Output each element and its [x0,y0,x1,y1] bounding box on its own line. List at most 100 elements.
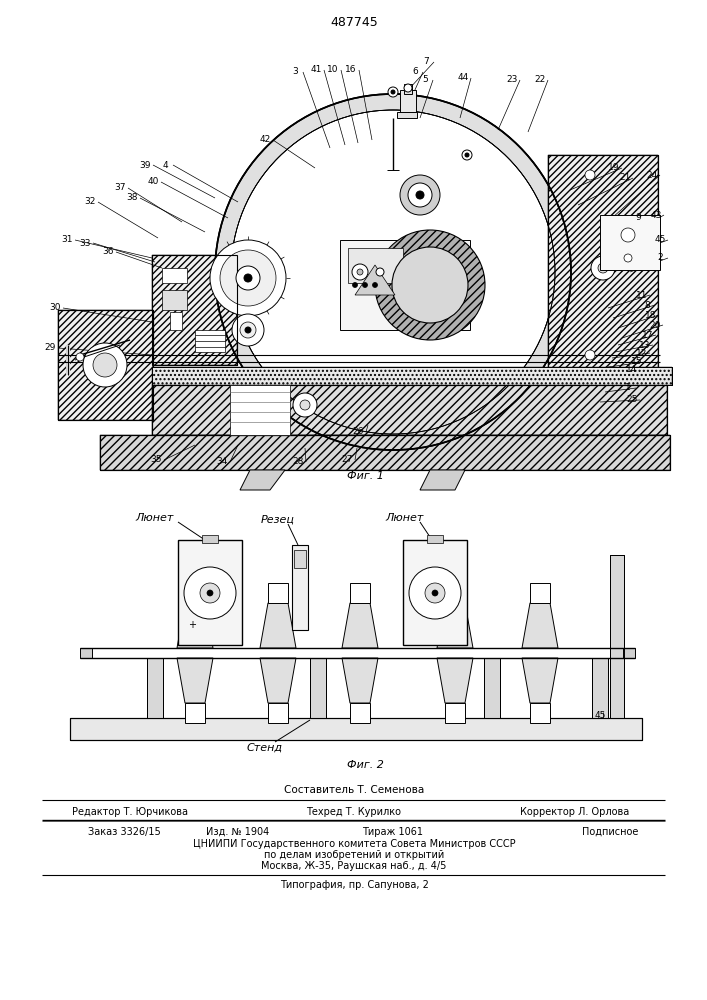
Text: 45: 45 [595,710,607,720]
Text: 15: 15 [631,358,643,366]
Bar [350,583,370,603]
Text: ЦНИИПИ Государственного комитета Совета Министров СССР: ЦНИИПИ Государственного комитета Совета … [193,839,515,849]
Text: 26: 26 [352,428,363,436]
Bar [58,310,153,420]
Circle shape [432,590,438,596]
Text: 2: 2 [658,253,663,262]
Circle shape [220,250,276,306]
Text: Люнет: Люнет [386,513,424,523]
Bar [530,583,550,603]
Text: 33: 33 [79,238,90,247]
Bar [548,155,658,375]
Text: 13: 13 [639,340,650,350]
Circle shape [240,322,256,338]
Text: 6: 6 [412,68,418,77]
Circle shape [184,567,236,619]
Bar [152,367,672,385]
Text: 23: 23 [506,76,518,85]
Bar [152,385,667,435]
Bar [152,367,672,385]
Text: Фиг. 1: Фиг. 1 [346,471,383,481]
Bar [427,535,443,543]
Circle shape [300,400,310,410]
Circle shape [215,94,571,450]
Text: 11: 11 [636,290,648,300]
Text: 5: 5 [422,76,428,85]
Bar [445,703,465,723]
Circle shape [404,84,412,92]
Circle shape [207,590,213,596]
Circle shape [232,314,264,346]
Polygon shape [240,470,285,490]
Bar [185,583,205,603]
Text: Люнет: Люнет [136,513,174,523]
Polygon shape [437,658,473,703]
Polygon shape [522,658,558,703]
Text: 17: 17 [642,330,654,340]
Bar [147,658,163,718]
Text: Фиг. 2: Фиг. 2 [346,760,383,770]
Text: 44: 44 [457,74,469,83]
Text: Составитель Т. Семенова: Составитель Т. Семенова [284,785,424,795]
Bar [592,658,608,718]
Bar [530,703,550,723]
Bar [348,248,403,283]
Circle shape [585,350,595,360]
Text: Типография, пр. Сапунова, 2: Типография, пр. Сапунова, 2 [279,880,428,890]
Bar [484,658,500,718]
Bar [484,658,500,718]
Bar [100,435,670,470]
Text: Подписное: Подписное [582,827,638,837]
Circle shape [76,353,84,361]
Text: 29: 29 [45,344,56,353]
Bar [268,703,288,723]
Circle shape [416,191,424,199]
Text: Москва, Ж-35, Раушская наб., д. 4/5: Москва, Ж-35, Раушская наб., д. 4/5 [262,861,447,871]
Text: 14: 14 [626,365,638,374]
Text: 28: 28 [292,458,304,466]
Polygon shape [437,603,473,648]
Text: Изд. № 1904: Изд. № 1904 [206,827,269,837]
Bar [100,435,670,470]
Bar [623,648,635,658]
Circle shape [392,247,468,323]
Bar [70,718,642,740]
Bar [310,658,326,718]
Text: 19: 19 [608,163,620,172]
Polygon shape [177,658,213,703]
Circle shape [245,327,251,333]
Bar [178,540,242,645]
Circle shape [200,583,220,603]
Polygon shape [260,658,296,703]
Circle shape [236,266,260,290]
Bar [230,385,290,435]
Circle shape [465,153,469,157]
Circle shape [93,353,117,377]
Bar [152,385,667,435]
Text: 41: 41 [310,66,322,75]
Circle shape [400,175,440,215]
Text: 1: 1 [625,383,631,392]
Bar [58,310,153,420]
Text: Тираж 1061: Тираж 1061 [363,827,423,837]
Bar [100,435,670,470]
Polygon shape [177,603,213,648]
Bar [152,367,672,385]
Circle shape [408,183,432,207]
Bar [340,240,470,330]
Bar [147,658,163,718]
Text: Техред Т. Курилко: Техред Т. Курилко [307,807,402,817]
Circle shape [409,567,461,619]
Text: 38: 38 [127,194,138,202]
Text: +: + [188,620,196,630]
Bar [548,155,658,375]
Bar [445,583,465,603]
Bar [185,703,205,723]
Polygon shape [260,603,296,648]
Polygon shape [522,603,558,648]
Bar [294,550,306,568]
Text: 35: 35 [151,456,162,464]
Text: 24: 24 [646,170,658,180]
Text: 45: 45 [654,235,666,244]
Bar [548,155,658,375]
